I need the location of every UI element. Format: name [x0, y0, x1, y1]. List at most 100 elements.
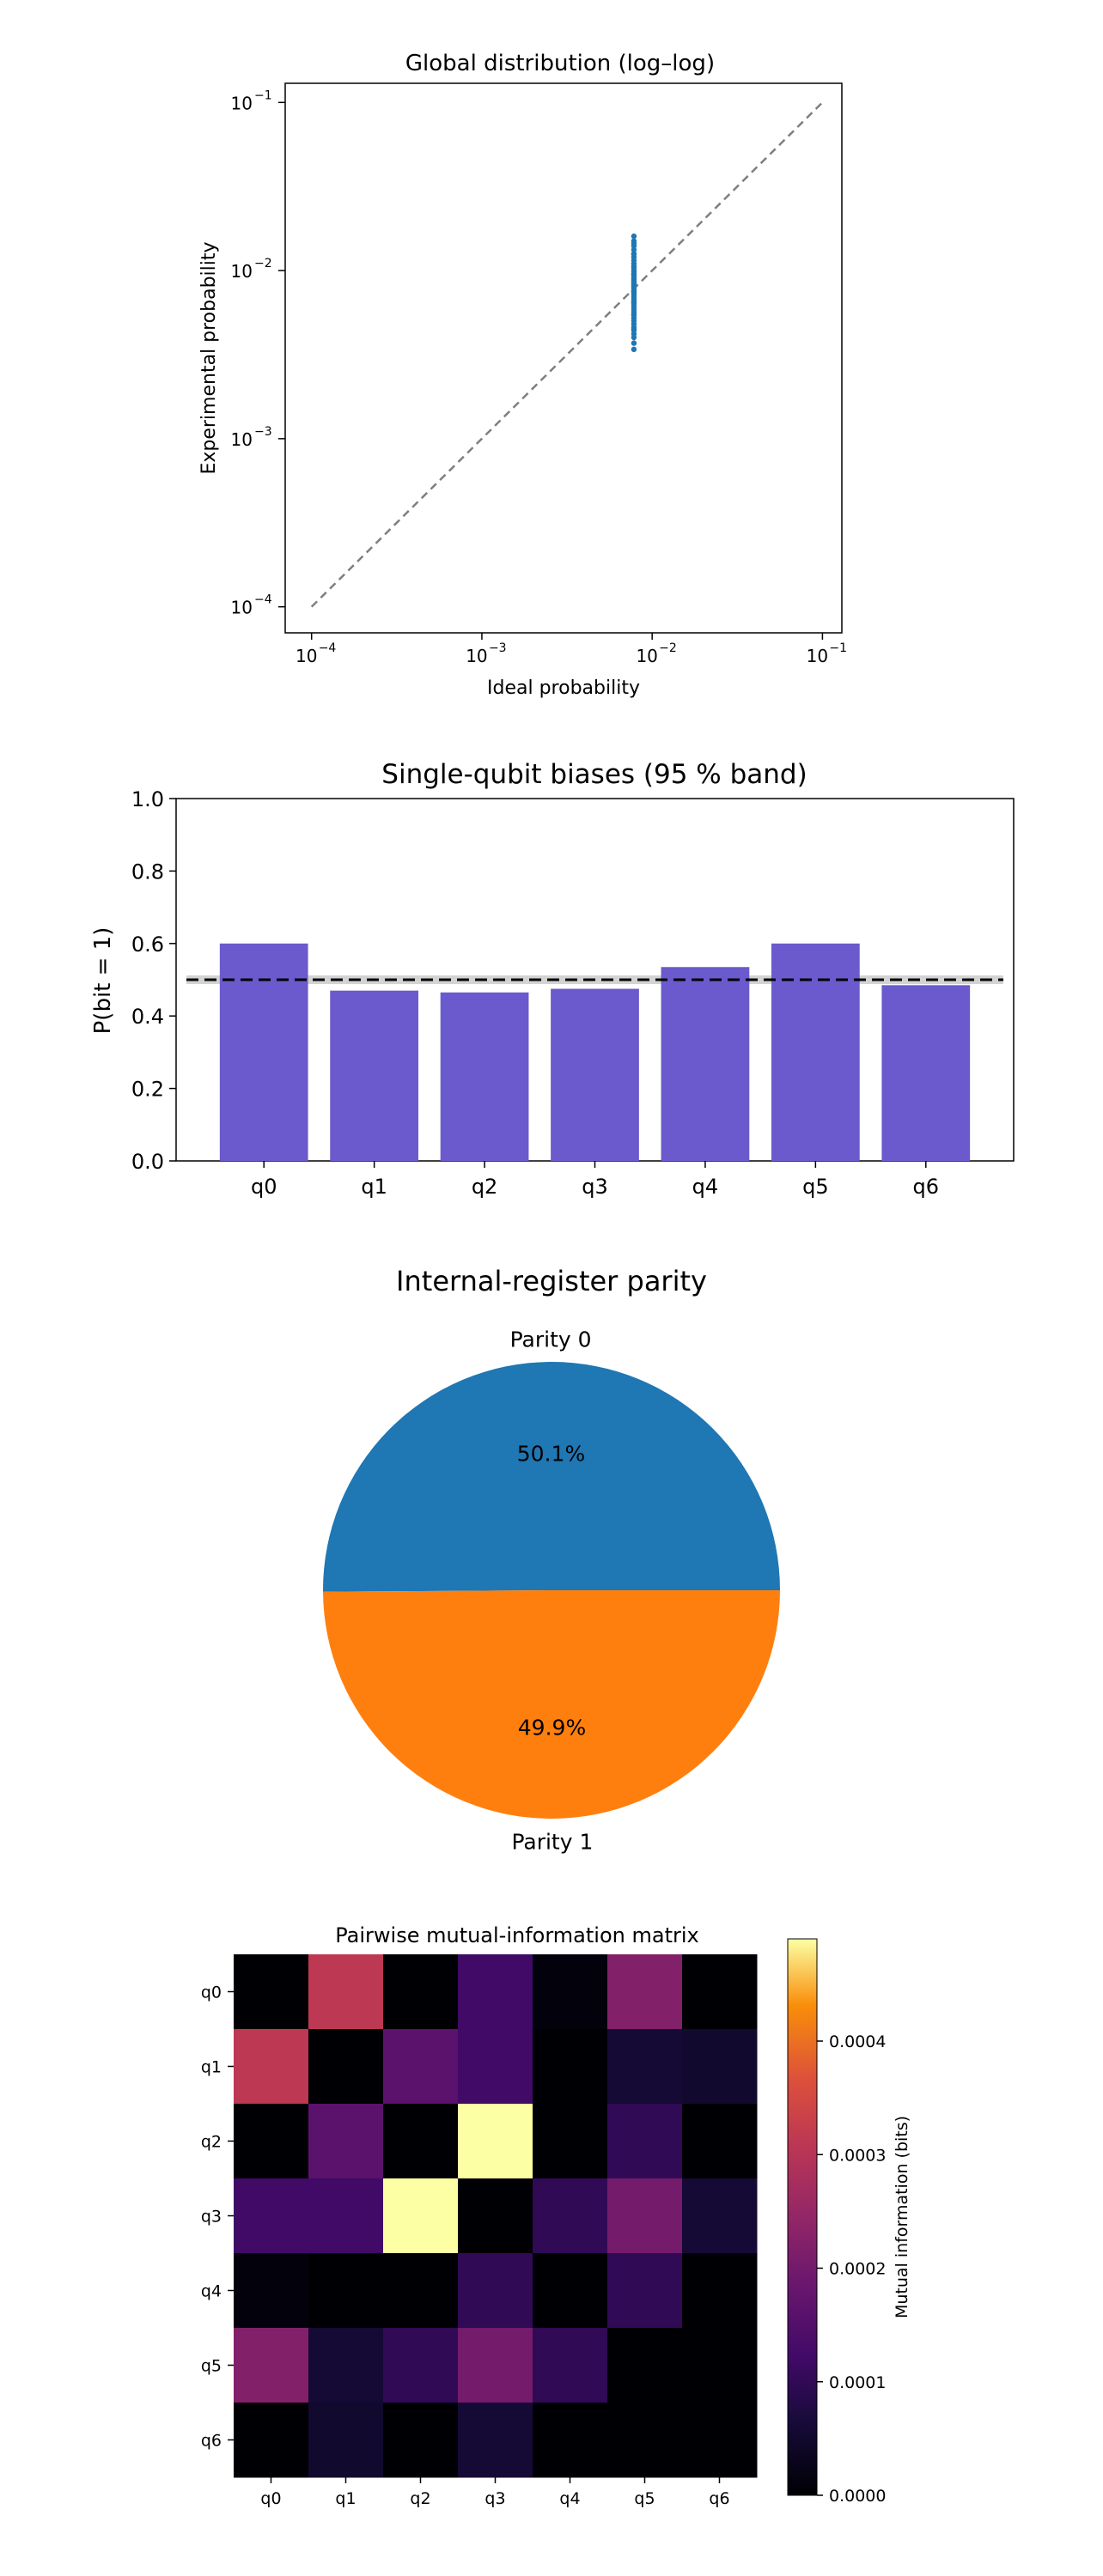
x-tick-label: q0	[260, 2489, 281, 2508]
pie-slice	[323, 1362, 781, 1592]
bar-x-ticks: q0 q1 q2 q3 q4 q5 q6	[251, 1161, 939, 1199]
heatmap-cell	[383, 2104, 459, 2179]
heatmap-cell	[533, 2328, 608, 2403]
y-tick-label: 0.8	[131, 860, 164, 884]
heatmap-cell	[308, 2178, 384, 2254]
scatter-point	[631, 279, 637, 286]
bar	[771, 943, 860, 1161]
scatter-points	[631, 233, 637, 353]
heatmap-cell	[607, 2104, 683, 2179]
pie-category-label: Parity 1	[511, 1830, 593, 1855]
x-tick-label: q3	[582, 1175, 608, 1199]
pie-value-label: 49.9%	[518, 1716, 586, 1741]
scatter-point	[631, 251, 637, 258]
heatmap-cell	[383, 2029, 459, 2105]
heatmap-cell	[383, 2328, 459, 2403]
pie-slice	[323, 1590, 780, 1820]
heatmap-cell	[383, 2253, 459, 2329]
heatmap-cell	[458, 2328, 533, 2403]
heatmap-cell	[533, 2104, 608, 2179]
heatmap-cell	[607, 2403, 683, 2478]
colorbar-ticks: 0.0000 0.0001 0.0002 0.0003 0.0004	[817, 2032, 886, 2506]
colorbar-tick-label: 0.0003	[829, 2146, 886, 2165]
x-tick-label: 10	[807, 646, 828, 666]
y-tick-exponent: −2	[254, 257, 272, 270]
y-tick-label: 0.4	[131, 1005, 164, 1029]
scatter-point	[631, 233, 637, 240]
colorbar-tick-label: 0.0000	[829, 2487, 886, 2506]
heatmap-chart: Pairwise mutual-information matrix q0 q1 q…	[201, 1923, 911, 2508]
heatmap-cell	[682, 2029, 758, 2105]
heatmap-cell	[308, 1954, 384, 2030]
heatmap-cell	[458, 2253, 533, 2329]
bar-chart: Single-qubit biases (95 % band) q0 q1 q2 q3…	[90, 759, 1015, 1199]
y-tick-label: 10	[231, 598, 253, 618]
y-tick-label: 10	[231, 93, 253, 113]
scatter-point	[631, 240, 637, 246]
scatter-point	[631, 299, 637, 305]
scatter-point	[631, 340, 637, 346]
y-tick-label: q5	[201, 2357, 222, 2376]
reference-diagonal	[310, 101, 824, 608]
pie-value-label: 50.1%	[517, 1441, 585, 1466]
x-tick-exponent: −2	[659, 641, 677, 655]
x-tick-label: q3	[484, 2489, 505, 2508]
x-tick-label: q1	[361, 1175, 387, 1199]
bar-title: Single-qubit biases (95 % band)	[381, 759, 807, 790]
y-tick-label: q0	[201, 1984, 222, 2002]
heatmap-cell	[533, 1954, 608, 2030]
scatter-x-label: Ideal probability	[487, 677, 640, 699]
heatmap-cell	[234, 2178, 309, 2254]
x-tick-label: 10	[296, 646, 317, 666]
scatter-y-label: Experimental probability	[198, 241, 220, 474]
colorbar-tick-label: 0.0004	[829, 2032, 886, 2051]
heatmap-cell	[607, 2328, 683, 2403]
heatmap-cell	[234, 1954, 309, 2030]
heatmap-cell	[533, 2253, 608, 2329]
y-tick-label: q6	[201, 2432, 222, 2451]
scatter-y-ticks: 10−410−310−210−1	[231, 88, 285, 618]
x-tick-label: q2	[410, 2489, 430, 2508]
pie-category-label: Parity 0	[510, 1327, 592, 1352]
y-tick-label: 10	[231, 261, 253, 282]
heatmap-cell	[533, 2403, 608, 2478]
scatter-point	[631, 289, 637, 295]
scatter-point	[631, 264, 637, 270]
heatmap-cell	[607, 1954, 683, 2030]
heatmap-y-ticks: q0 q1 q2 q3 q4 q5 q6	[201, 1984, 234, 2451]
heatmap-cell	[607, 2253, 683, 2329]
bar-y-ticks: 0.0 0.2 0.4 0.6 0.8 1.0	[131, 787, 176, 1174]
y-tick-label: 10	[231, 429, 253, 450]
bar	[551, 988, 639, 1161]
heatmap-cell	[458, 2178, 533, 2254]
colorbar	[787, 1938, 818, 2496]
heatmap-cell	[383, 2178, 459, 2254]
pie-chart: Internal-register parity 50.1% Parity 0 49…	[323, 1265, 781, 1855]
heatmap-cell	[682, 2328, 758, 2403]
heatmap-cell	[607, 2029, 683, 2105]
bar	[661, 967, 750, 1161]
scatter-point	[631, 325, 637, 332]
bar-marks	[186, 943, 1003, 1161]
heatmap-cell	[682, 2403, 758, 2478]
y-tick-label: q2	[201, 2133, 222, 2152]
x-tick-exponent: −1	[829, 641, 847, 655]
bar-y-label: P(bit = 1)	[90, 927, 116, 1035]
x-tick-label: q2	[472, 1175, 498, 1199]
heatmap-cell	[458, 2403, 533, 2478]
scatter-reference-line	[310, 101, 824, 608]
heatmap-title: Pairwise mutual-information matrix	[335, 1923, 698, 1947]
heatmap-cell	[308, 2253, 384, 2329]
heatmap-cell	[458, 2029, 533, 2105]
colorbar-label: Mutual information (bits)	[893, 2116, 911, 2318]
heatmap-cell	[458, 1954, 533, 2030]
scatter-x-ticks: 10 −4 10 −3 10 −2 10 −1	[296, 633, 847, 666]
heatmap-cell	[308, 2328, 384, 2403]
heatmap-cell	[458, 2104, 533, 2179]
x-tick-label: q4	[559, 2489, 580, 2508]
y-tick-exponent: −4	[254, 593, 272, 607]
pie-marks: 50.1% Parity 0 49.9% Parity 1	[323, 1327, 781, 1855]
heatmap-cell	[682, 1954, 758, 2030]
heatmap-cell	[234, 2328, 309, 2403]
